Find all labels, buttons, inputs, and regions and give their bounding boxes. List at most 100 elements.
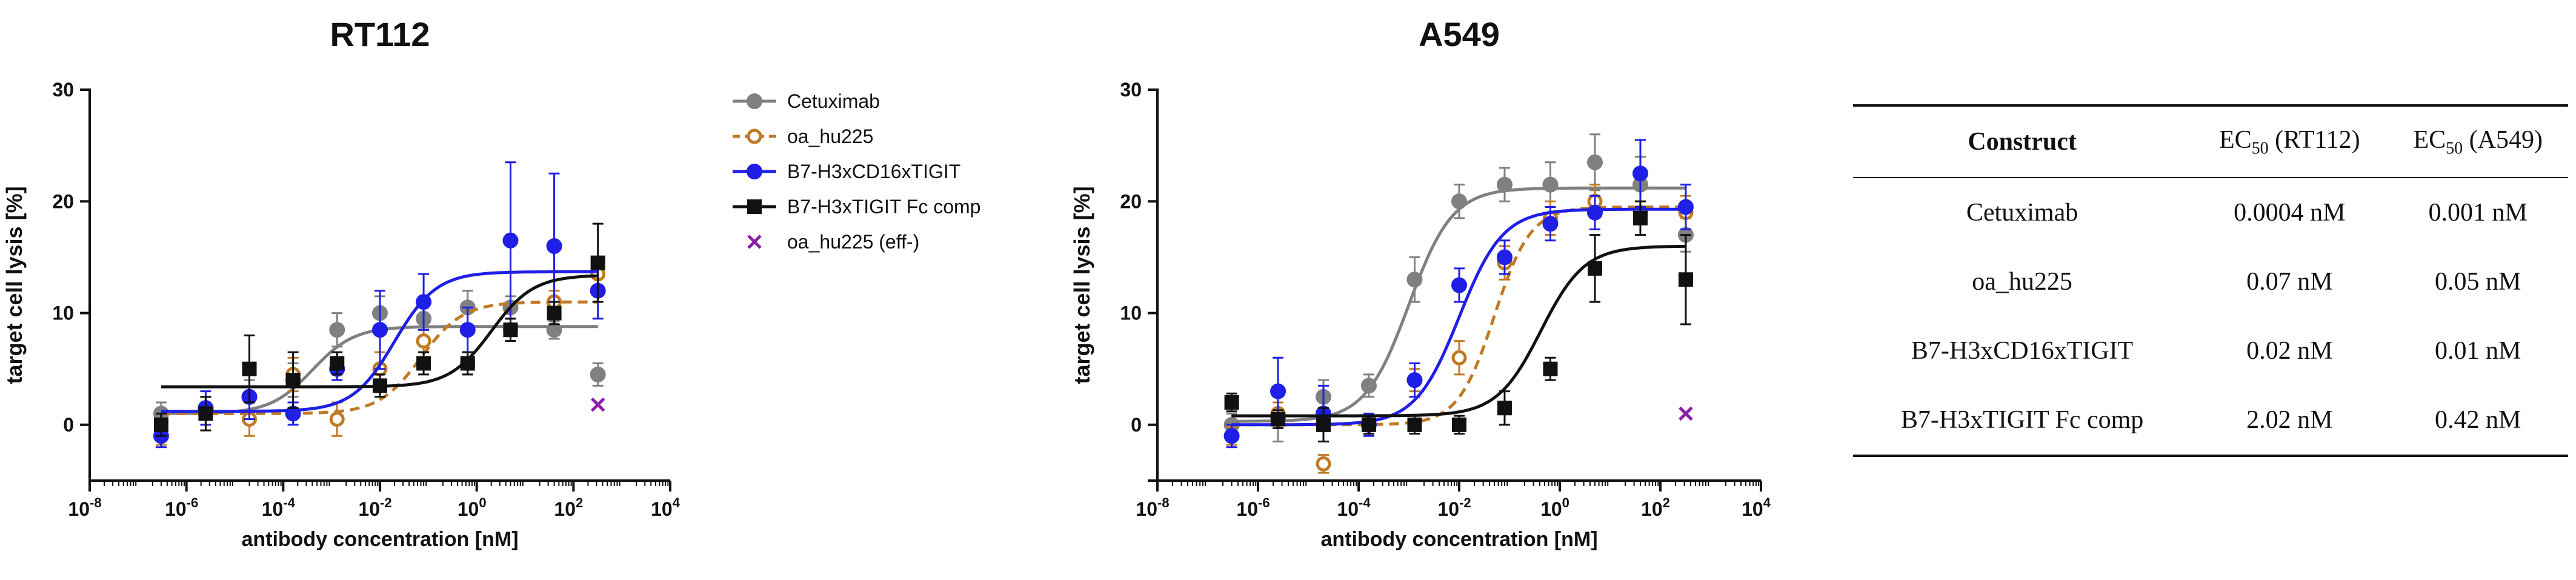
data-point-b7-h3xcd16xtigit (372, 322, 388, 338)
y-tick-label: 30 (1120, 79, 1142, 101)
cell-ec50-a549: 0.001 nM (2428, 199, 2528, 227)
cell-ec50-a549: 0.05 nM (2435, 268, 2521, 296)
header-ec50-rt112: EC50 (RT112) (2191, 104, 2388, 178)
data-point-b7-h3xcd16xtigit (1587, 204, 1603, 221)
legend-marker (747, 164, 762, 179)
table-row: B7-H3xTIGIT Fc comp 2.02 nM 0.42 nM (1853, 385, 2568, 457)
table-row: Cetuximab 0.0004 nM 0.001 nM (1853, 178, 2568, 247)
data-point-b7-h3xcd16xtigit (1451, 277, 1467, 293)
y-tick-label: 0 (63, 414, 74, 436)
x-tick-label: 10-2 (358, 495, 391, 520)
data-point-b7-h3xtigit-fc-comp (460, 356, 475, 371)
data-point-cetuximab (1496, 176, 1513, 193)
data-point-b7-h3xtigit-fc-comp (1497, 401, 1512, 416)
x-tick-label: 104 (1742, 495, 1771, 520)
x-tick-label: 10-6 (1236, 495, 1270, 520)
legend-swatch-b7h3cd16 (733, 164, 776, 179)
data-point-b7-h3xtigit-fc-comp (242, 361, 257, 376)
y-tick-label: 10 (1120, 302, 1142, 324)
legend-swatch-oa-eff (747, 235, 762, 249)
chart-title: RT112 (330, 15, 430, 53)
data-point-b7-h3xcd16xtigit (1406, 372, 1423, 388)
data-point-b7-h3xtigit-fc-comp (1452, 417, 1466, 432)
chart-title: A549 (1419, 15, 1500, 53)
data-point-b7-h3xcd16xtigit (502, 232, 519, 248)
x-tick-label: 10-8 (1136, 495, 1169, 520)
x-tick-label: 100 (1540, 495, 1569, 520)
cell-construct: Cetuximab (1966, 199, 2078, 227)
data-point-cetuximab (590, 366, 606, 382)
y-tick-label: 20 (52, 190, 74, 212)
legend-label-b7h3cd16: B7-H3xCD16xTIGIT (787, 160, 961, 182)
data-point-b7-h3xcd16xtigit (1542, 216, 1559, 232)
cell-construct: B7-H3xCD16xTIGIT (1911, 337, 2134, 365)
data-point-oa-hu225 (1451, 350, 1467, 365)
x-tick-label: 10-8 (68, 495, 101, 520)
data-point-b7-h3xtigit-fc-comp (198, 406, 213, 421)
fit-curve-b7-h3xcd16xtigit (1231, 207, 1686, 427)
data-point-b7-h3xtigit-fc-comp (1588, 261, 1603, 276)
cell-ec50-a549: 0.42 nM (2388, 385, 2568, 457)
data-point-b7-h3xtigit-fc-comp (547, 305, 562, 321)
legend-marker (747, 199, 762, 214)
y-tick-label: 30 (52, 79, 74, 101)
legend-label-b7h3tigit: B7-H3xTIGIT Fc comp (787, 195, 981, 218)
x-tick-label: 10-4 (262, 495, 296, 520)
series-b7-h3xtigit-fc-comp (153, 222, 605, 437)
x-tick-label: 102 (1641, 495, 1670, 520)
data-point-b7-h3xcd16xtigit (1270, 383, 1286, 399)
legend-swatch-cetuximab (733, 93, 776, 109)
data-point-cetuximab (1451, 193, 1467, 210)
ec50-table-grid: Construct EC50 (RT112) EC50 (A549) Cetux… (1853, 104, 2568, 457)
y-tick-label: 0 (1131, 414, 1142, 436)
data-point-oa-hu225 (416, 333, 431, 349)
y-tick-label: 10 (52, 302, 74, 324)
series-oa-hu225-eff (590, 397, 605, 412)
data-point-b7-h3xcd16xtigit (416, 294, 432, 310)
chart-rt112: RT112 0 10 20 30 10-8 10-6 10-4 10-2 100 102 104 ant… (0, 0, 980, 577)
data-point-b7-h3xtigit-fc-comp (1271, 412, 1286, 427)
x-axis-label: antibody concentration [nM] (241, 528, 518, 551)
data-point-b7-h3xcd16xtigit (459, 322, 476, 338)
data-point-oa-hu225 (329, 412, 345, 427)
legend-item-cetuximab: Cetuximab (730, 84, 985, 119)
data-point-b7-h3xcd16xtigit (1223, 428, 1240, 444)
data-point-b7-h3xcd16xtigit (1677, 199, 1694, 215)
data-point-b7-h3xtigit-fc-comp (1361, 417, 1376, 432)
series-b7-h3xcd16xtigit (1223, 139, 1694, 448)
data-point-b7-h3xcd16xtigit (1632, 165, 1648, 182)
y-axis-label: target cell lysis [%] (2, 186, 27, 384)
data-point-b7-h3xtigit-fc-comp (416, 356, 431, 371)
data-point-b7-h3xtigit-fc-comp (1632, 210, 1648, 225)
data-point-cetuximab (1542, 176, 1559, 193)
cell-ec50-rt112: 0.07 nM (2246, 268, 2333, 296)
data-point-oa-hu225-eff (1679, 406, 1693, 421)
data-point-b7-h3xtigit-fc-comp (1543, 361, 1558, 376)
series-oa-hu225-eff (1679, 406, 1693, 421)
cell-ec50-a549: 0.01 nM (2435, 337, 2521, 365)
cell-construct: B7-H3xTIGIT Fc comp (1853, 385, 2192, 457)
y-tick-label: 20 (1120, 190, 1142, 212)
data-point-oa-hu225-eff (590, 397, 605, 412)
cell-construct: oa_hu225 (1972, 268, 2072, 296)
x-tick-label: 102 (554, 495, 583, 520)
chart-a549-svg: A549 0 10 20 30 10-8 10-6 10-4 10-2 100 102 104 anti… (1070, 15, 1771, 551)
legend-marker (747, 128, 762, 144)
cell-ec50-rt112: 0.02 nM (2246, 337, 2333, 365)
data-point-cetuximab (1406, 272, 1423, 288)
legend-item-b7h3cd16: B7-H3xCD16xTIGIT (730, 154, 985, 189)
series-b7-h3xcd16xtigit (153, 161, 606, 448)
x-tick-label: 104 (651, 495, 681, 520)
header-ec50-a549: EC50 (A549) (2388, 104, 2568, 178)
table-header-row: Construct EC50 (RT112) EC50 (A549) (1853, 104, 2568, 178)
ec50-table: Construct EC50 (RT112) EC50 (A549) Cetux… (1853, 104, 2568, 457)
data-point-b7-h3xtigit-fc-comp (590, 255, 605, 270)
data-point-b7-h3xtigit-fc-comp (285, 373, 301, 388)
header-construct: Construct (1853, 104, 2192, 178)
data-point-b7-h3xtigit-fc-comp (1407, 417, 1422, 432)
data-point-oa-hu225 (1316, 456, 1331, 472)
x-axis-label: antibody concentration [nM] (1320, 528, 1597, 551)
legend-item-oa-eff: oa_hu225 (eff-) (730, 224, 985, 259)
data-point-b7-h3xtigit-fc-comp (373, 378, 387, 393)
cell-ec50-rt112: 0.0004 nM (2234, 199, 2346, 227)
